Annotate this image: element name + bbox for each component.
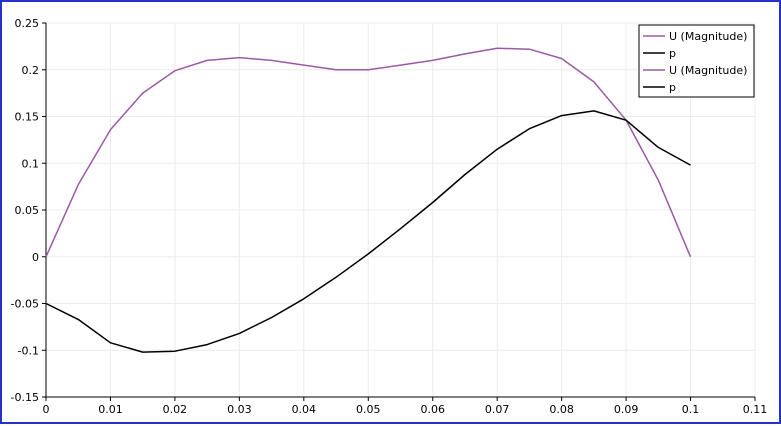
- series-layer: [45, 47, 692, 353]
- y-tick-label: 0.05: [15, 204, 40, 217]
- x-tick-label: 0.02: [163, 403, 188, 416]
- y-tick-label: 0.15: [15, 111, 40, 124]
- legend: U (Magnitude) p U (Magnitude) p: [638, 24, 755, 98]
- x-tick-label: 0.03: [227, 403, 252, 416]
- x-tick-label: 0.07: [485, 403, 510, 416]
- x-tick-label: 0: [43, 403, 50, 416]
- s-series-line-u-magnitude: [45, 47, 692, 258]
- x-tick-label: 0.06: [420, 403, 445, 416]
- legend-label: p: [669, 47, 676, 60]
- x-tick-label: 0.08: [549, 403, 574, 416]
- x-tick-label: 0.04: [292, 403, 317, 416]
- y-tick-label: -0.15: [11, 391, 39, 404]
- y-tick-label: 0.2: [22, 64, 40, 77]
- legend-box: [638, 24, 755, 98]
- y-tick-label: 0.1: [22, 157, 40, 170]
- x-tick-label: 0.01: [98, 403, 123, 416]
- legend-label: p: [669, 81, 676, 94]
- x-tick-label: 0.05: [356, 403, 381, 416]
- x-tick-label: 0.1: [682, 403, 700, 416]
- x-tick-label: 0.11: [743, 403, 768, 416]
- legend-label: U (Magnitude): [669, 64, 747, 77]
- y-tick-label: -0.1: [18, 344, 39, 357]
- axes: 0 0.01 0.02 0.03 0.04 0.05 0.06 0.07 0.08 0.09 0.1…: [11, 17, 768, 416]
- legend-label: U (Magnitude): [669, 30, 747, 43]
- x-tick-label: 0.09: [614, 403, 639, 416]
- s-series-line-p: [45, 110, 691, 353]
- y-tick-label: 0: [32, 251, 39, 264]
- y-tick-label: -0.05: [11, 298, 39, 311]
- y-tick-label: 0.25: [15, 17, 40, 30]
